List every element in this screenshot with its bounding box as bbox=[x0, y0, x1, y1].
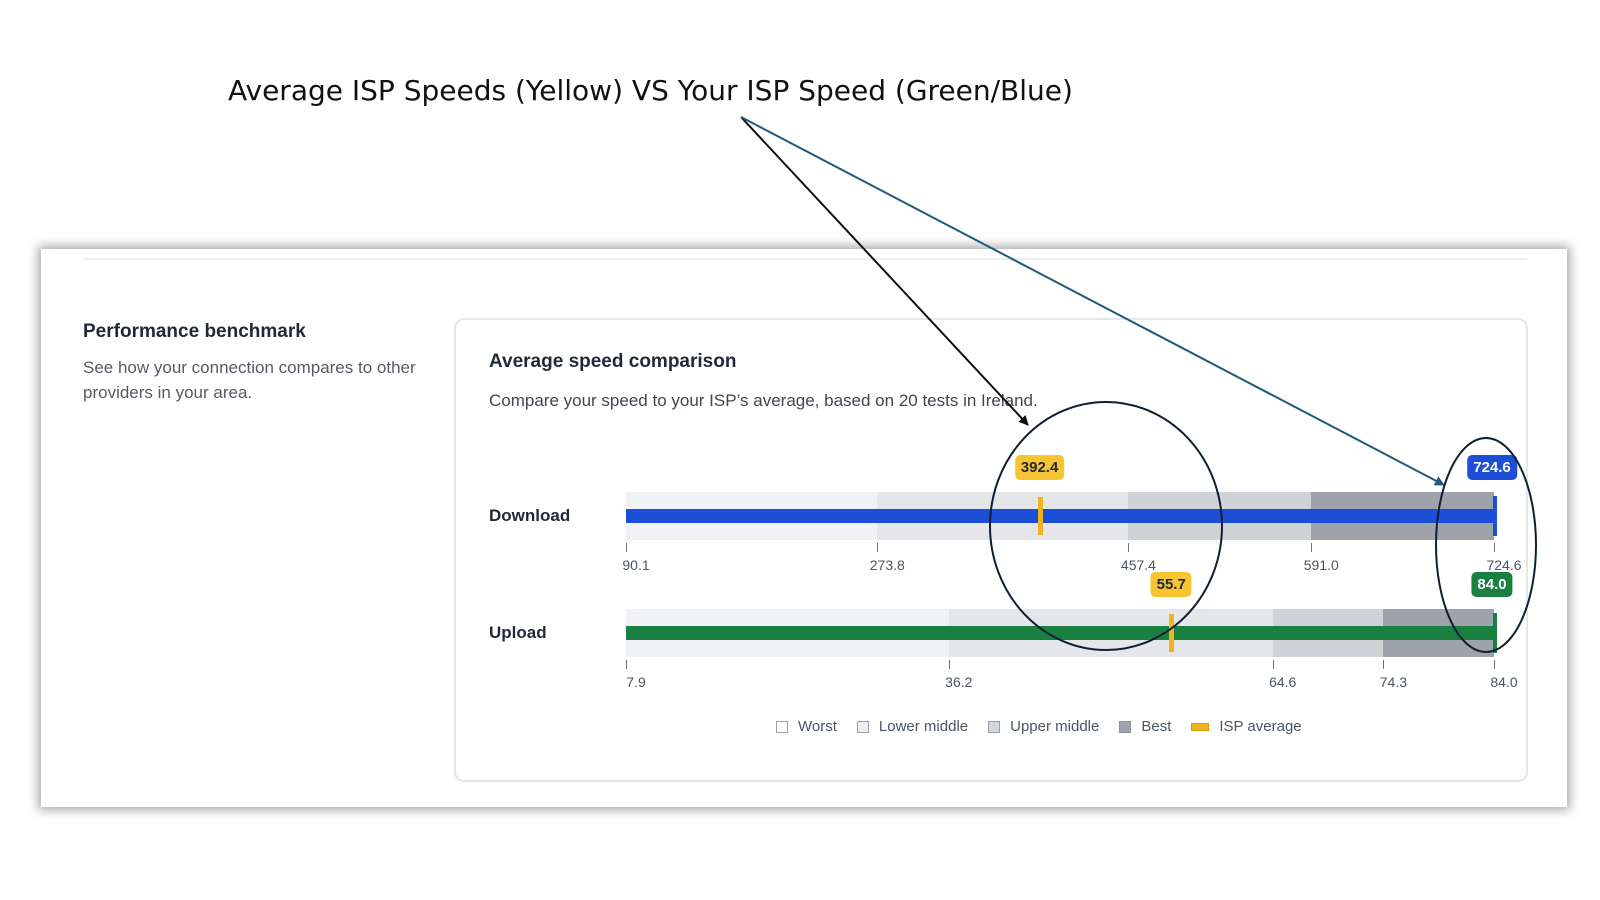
download-your-speed-badge: 724.6 bbox=[1467, 455, 1517, 480]
legend-item-worst: Worst bbox=[776, 718, 837, 735]
legend-label: ISP average bbox=[1219, 718, 1302, 735]
upload-your-speed-badge: 84.0 bbox=[1471, 572, 1513, 597]
legend-swatch-worst bbox=[776, 720, 788, 733]
legend-label: Lower middle bbox=[878, 718, 969, 735]
legend-item-best: Best bbox=[1119, 718, 1171, 735]
legend-label: Best bbox=[1141, 718, 1172, 735]
screenshot-panel: Performance benchmark See how your conne… bbox=[41, 249, 1567, 807]
tick-label: 457.4 bbox=[1120, 557, 1156, 573]
section-description: See how your connection compares to othe… bbox=[83, 358, 416, 402]
tick-label: 724.6 bbox=[1486, 557, 1522, 573]
legend-swatch-isp-average bbox=[1191, 722, 1210, 731]
download-isp-average-marker bbox=[1037, 497, 1043, 535]
axis-tick bbox=[626, 543, 627, 552]
legend-item-isp-average: ISP average bbox=[1191, 718, 1302, 735]
download-isp-average-badge: 392.4 bbox=[1014, 455, 1065, 480]
upload-speed-marker bbox=[1493, 613, 1497, 653]
upload-speed-bar bbox=[626, 626, 1494, 640]
legend-swatch-best bbox=[1119, 720, 1132, 733]
legend-label: Upper middle bbox=[1010, 718, 1100, 735]
chart-legend: Worst Lower middle Upper middle Best ISP… bbox=[776, 718, 1302, 735]
axis-tick bbox=[1272, 660, 1274, 669]
upload-isp-average-marker bbox=[1169, 614, 1175, 652]
tick-label: 74.3 bbox=[1379, 674, 1407, 690]
tick-label: 64.6 bbox=[1269, 674, 1297, 690]
axis-tick bbox=[948, 660, 950, 669]
axis-tick bbox=[626, 660, 627, 669]
upload-track: 7.9 36.2 64.6 74.3 84.0 55.7 84.0 bbox=[626, 572, 1518, 690]
axis-tick bbox=[877, 543, 879, 552]
download-speed-marker bbox=[1493, 496, 1497, 536]
download-speed-bar bbox=[626, 509, 1494, 523]
legend-swatch-lower-middle bbox=[856, 720, 869, 733]
axis-tick bbox=[1383, 660, 1385, 669]
download-label: Download bbox=[489, 506, 571, 525]
card-description: Compare your speed to your ISP’s average… bbox=[489, 391, 1038, 410]
tick-label: 90.1 bbox=[622, 557, 650, 573]
section-heading: Performance benchmark bbox=[83, 321, 306, 342]
divider bbox=[83, 258, 1527, 260]
legend-label: Worst bbox=[798, 718, 837, 735]
tick-label: 273.8 bbox=[869, 557, 905, 573]
tick-label: 84.0 bbox=[1490, 674, 1518, 690]
legend-swatch-upper-middle bbox=[988, 720, 1001, 733]
annotation-title: Average ISP Speeds (Yellow) VS Your ISP … bbox=[228, 74, 1073, 107]
upload-isp-average-badge: 55.7 bbox=[1150, 572, 1192, 597]
axis-tick bbox=[1494, 543, 1495, 552]
legend-item-lower-middle: Lower middle bbox=[856, 718, 969, 735]
legend-item-upper-middle: Upper middle bbox=[988, 718, 1099, 735]
axis-tick bbox=[1311, 543, 1313, 552]
speed-comparison-card: Average speed comparison Compare your sp… bbox=[454, 318, 1528, 782]
axis-tick bbox=[1494, 660, 1495, 669]
upload-label: Upload bbox=[489, 623, 547, 642]
card-title: Average speed comparison bbox=[489, 351, 737, 372]
tick-label: 7.9 bbox=[626, 674, 646, 690]
axis-tick bbox=[1128, 543, 1130, 552]
tick-label: 591.0 bbox=[1303, 557, 1339, 573]
download-track: 90.1 273.8 457.4 591.0 724.6 392.4 724.6 bbox=[622, 455, 1522, 573]
tick-label: 36.2 bbox=[945, 674, 973, 690]
